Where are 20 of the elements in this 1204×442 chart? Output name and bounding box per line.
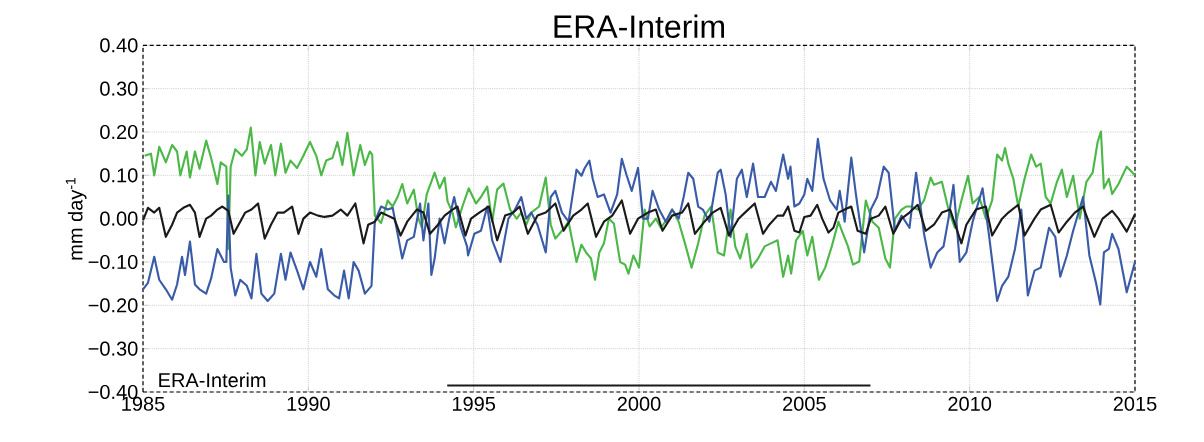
y-axis-title: mm day$^{-1}$ xyxy=(65,177,87,260)
x-tick-label: 2005 xyxy=(783,396,826,411)
line-series xyxy=(141,199,1137,245)
x-tick-label: 2000 xyxy=(617,396,661,411)
annotation: ERA-Interim xyxy=(159,372,266,388)
y-tick-label: −0.20 xyxy=(88,298,138,313)
y-tick-label: 0.10 xyxy=(100,168,138,183)
y-tick-label: −0.30 xyxy=(88,341,138,356)
x-tick-label: 2015 xyxy=(1113,396,1157,411)
x-tick-label: 2010 xyxy=(948,396,992,411)
y-tick-label: 0.40 xyxy=(100,38,138,53)
y-tick-label: −0.10 xyxy=(88,254,138,270)
y-tick-label: 0.00 xyxy=(100,211,138,226)
y-tick-label: 0.20 xyxy=(100,124,138,140)
y-tick-label: 0.30 xyxy=(100,81,138,96)
line-series xyxy=(141,137,1137,306)
x-tick-label: 1995 xyxy=(452,396,496,411)
chart-title: ERA-Interim xyxy=(554,14,725,38)
line-series xyxy=(143,126,1137,281)
x-tick-label: 1990 xyxy=(287,396,330,411)
